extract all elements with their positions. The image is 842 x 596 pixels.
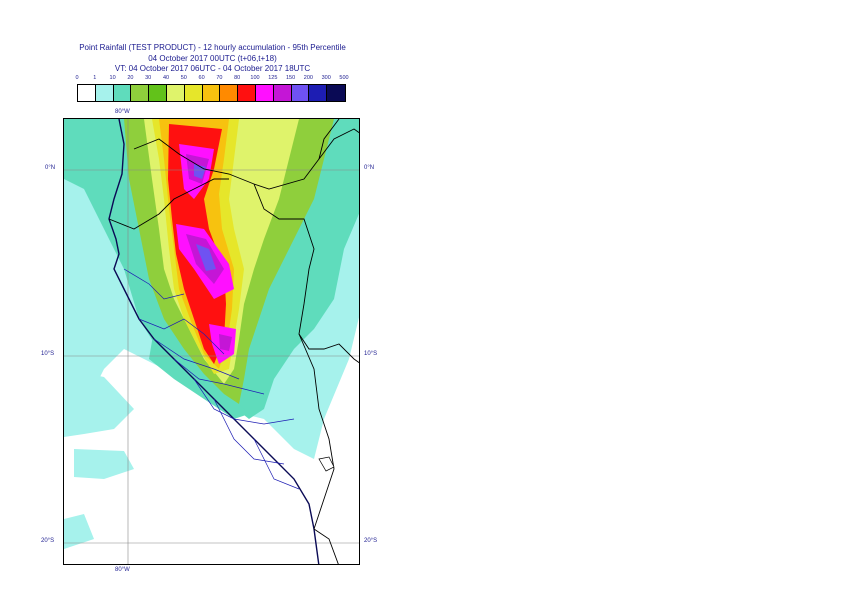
border-colombia-venezuela	[318, 119, 340, 160]
legend-threshold-label: 10	[109, 75, 116, 81]
lat-label-20s-left: 20°S	[41, 538, 55, 544]
legend-threshold-label: 70	[216, 75, 223, 81]
legend-threshold-label: 40	[162, 75, 170, 81]
legend-threshold-label: 20	[127, 75, 134, 81]
legend-swatch	[291, 85, 310, 101]
regional-boundaries	[123, 268, 300, 490]
title-line-3: VT: 04 October 2017 06UTC - 04 October 2…	[114, 64, 311, 73]
legend-threshold-label: 125	[268, 75, 278, 81]
rain-area-150mm-2	[196, 244, 216, 271]
legend-threshold-labels: 0 1 10 20 30 40 50 60 70 80 100 125 150 200 300 500	[71, 75, 356, 84]
legend-swatch	[273, 85, 292, 101]
border-bolivia-chile	[313, 528, 339, 564]
legend-threshold-label: 100	[250, 75, 260, 81]
legend-threshold-label: 300	[321, 75, 331, 81]
legend-swatch	[238, 85, 256, 101]
legend-threshold-label: 80	[234, 75, 241, 81]
lat-label-10s-right: 10°S	[364, 351, 378, 357]
border-ecuador-peru	[108, 178, 229, 230]
legend-swatch	[78, 85, 96, 101]
lon-label-top: 80°W	[115, 109, 130, 115]
legend-swatch	[309, 85, 328, 101]
border-peru-bolivia	[298, 333, 335, 530]
legend-swatch	[202, 85, 221, 101]
legend-swatch	[131, 85, 150, 101]
rainfall-map-canvas	[64, 119, 359, 564]
lat-label-20s-right: 20°S	[364, 538, 378, 544]
color-legend: 0 1 10 20 30 40 50 60 70 80 100 125 150 200 300 500	[71, 75, 356, 105]
chart-title: Point Rainfall (TEST PRODUCT) - 12 hourl…	[40, 43, 385, 75]
rainfall-map[interactable]	[63, 118, 360, 565]
legend-swatch	[166, 85, 185, 101]
rain-area-ocean-patch	[74, 449, 134, 479]
rain-area-ocean-1mm	[64, 369, 134, 437]
legend-swatch	[327, 85, 345, 101]
legend-threshold-label: 200	[303, 75, 313, 81]
legend-threshold-label: 150	[286, 75, 296, 81]
legend-threshold-label: 60	[198, 75, 205, 81]
legend-swatch	[95, 85, 114, 101]
border-ecuador-colombia	[133, 128, 359, 190]
legend-threshold-label: 30	[145, 75, 152, 81]
legend-swatch	[184, 85, 203, 101]
legend-threshold-label: 1	[93, 75, 97, 81]
rain-area-150mm	[194, 164, 206, 179]
legend-swatch	[149, 85, 167, 101]
legend-threshold-label: 0	[75, 75, 79, 81]
title-line-1: Point Rainfall (TEST PRODUCT) - 12 hourl…	[79, 43, 346, 52]
legend-swatch	[113, 85, 132, 101]
lat-label-eq-right: 0°N	[364, 165, 375, 171]
legend-swatch	[255, 85, 274, 101]
legend-color-bar	[77, 84, 346, 102]
legend-threshold-label: 50	[180, 75, 187, 81]
border-peru-brazil	[253, 183, 359, 364]
title-line-2: 04 October 2017 00UTC (t+06,t+18)	[148, 53, 277, 63]
lon-label-bottom: 80°W	[115, 567, 130, 573]
legend-threshold-label: 500	[339, 75, 349, 81]
lat-label-10s-left: 10°S	[41, 351, 55, 357]
rain-area-10mm-south	[149, 329, 249, 419]
rain-area-125mm-3	[219, 334, 232, 351]
lat-label-eq-left: 0°N	[45, 165, 56, 171]
lake-titicaca	[318, 456, 335, 472]
rain-area-ocean-patch-2	[64, 514, 94, 549]
legend-swatch	[220, 85, 239, 101]
